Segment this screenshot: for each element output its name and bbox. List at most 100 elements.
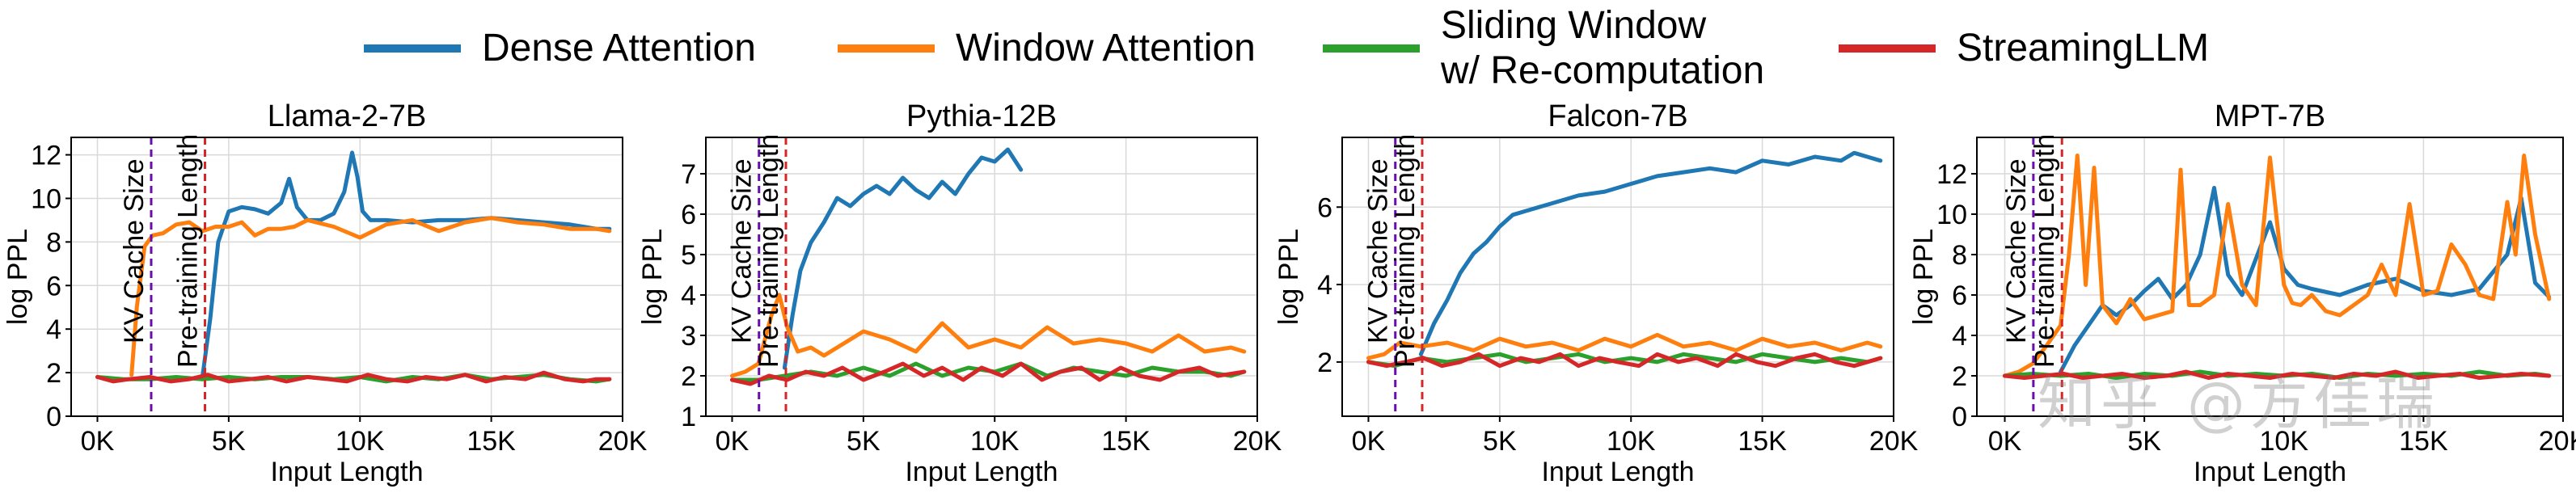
x-tick-label: 20K: [1869, 426, 1919, 457]
chart-title: Pythia-12B: [906, 99, 1057, 133]
x-tick-label: 10K: [2260, 426, 2309, 457]
y-tick-label: 2: [1317, 348, 1332, 378]
x-axis-label: Input Length: [1541, 457, 1694, 487]
vline-label: KV Cache Size: [119, 158, 150, 343]
legend-swatch: [364, 44, 461, 53]
y-tick-label: 2: [681, 361, 696, 392]
legend-item-sliding-window: Sliding Window w/ Re-computation: [1323, 0, 1764, 97]
vline-label: Pre-training Length: [2029, 134, 2060, 368]
vline-label: Pre-training Length: [1390, 134, 1421, 368]
x-tick-label: 0K: [81, 426, 115, 457]
x-tick-label: 15K: [2399, 426, 2448, 457]
y-tick-label: 6: [1317, 192, 1332, 223]
series-line-window-attention: [129, 216, 612, 377]
y-tick-label: 12: [1936, 159, 1967, 190]
chart-title: MPT-7B: [2215, 99, 2325, 133]
plot-frame: [70, 137, 623, 417]
x-tick-label: 10K: [336, 426, 385, 457]
x-tick-label: 15K: [467, 426, 516, 457]
x-tick-label: 15K: [1101, 426, 1151, 457]
legend-item-streamingllm: StreamingLLM: [1839, 0, 2209, 97]
y-tick-label: 0: [1952, 402, 1967, 432]
y-tick-label: 0: [46, 402, 61, 432]
legend-label: Window Attention: [956, 27, 1256, 70]
y-tick-label: 6: [46, 271, 61, 301]
y-tick-label: 4: [1317, 270, 1332, 301]
y-tick-label: 2: [46, 358, 61, 389]
legend-label: Sliding Window w/ Re-computation: [1441, 4, 1765, 92]
legend-swatch: [1323, 44, 1420, 53]
y-tick-label: 4: [46, 314, 61, 345]
x-tick-label: 0K: [716, 426, 750, 457]
y-axis-label: log PPL: [1908, 229, 1939, 325]
x-tick-label: 5K: [1483, 426, 1517, 457]
series-line-streamingllm: [2003, 369, 2552, 380]
series-line-streamingllm: [730, 361, 1247, 386]
series-line-window-attention: [730, 293, 1247, 378]
chart-title: Llama-2-7B: [268, 99, 426, 133]
legend-label: StreamingLLM: [1957, 27, 2210, 70]
y-tick-label: 2: [1952, 361, 1967, 392]
chart-title: Falcon-7B: [1548, 99, 1687, 133]
chart-panel-llama-2-7b: KV Cache Size Pre-training Length 0K 5K 10K 1…: [2, 99, 648, 487]
x-tick-label: 10K: [970, 426, 1020, 457]
series-line-streamingllm: [95, 370, 612, 384]
series-line-streamingllm: [1366, 352, 1883, 369]
plot-frame: [1976, 137, 2564, 417]
x-tick-label: 15K: [1738, 426, 1787, 457]
legend-swatch: [838, 44, 935, 53]
y-tick-label: 10: [1936, 200, 1967, 230]
y-tick-label: 6: [681, 200, 696, 230]
series-line-window-attention: [1366, 332, 1883, 360]
y-tick-label: 10: [31, 183, 61, 214]
y-tick-label: 4: [681, 280, 696, 311]
y-tick-label: 3: [681, 321, 696, 352]
y-axis-label: log PPL: [2, 229, 33, 325]
y-tick-label: 1: [681, 402, 696, 432]
y-tick-label: 7: [681, 159, 696, 190]
y-tick-label: 12: [31, 141, 61, 171]
series-line-dense-attention: [782, 147, 1024, 370]
y-tick-label: 8: [1952, 240, 1967, 271]
legend: Dense Attention Window Attention Sliding…: [0, 0, 2576, 97]
y-tick-label: 8: [46, 227, 61, 258]
plot-frame: [1341, 137, 1894, 417]
legend-label: Dense Attention: [482, 27, 756, 70]
x-axis-label: Input Length: [2194, 457, 2346, 487]
x-tick-label: 5K: [2127, 426, 2161, 457]
x-axis-label: Input Length: [905, 457, 1058, 487]
legend-swatch: [1839, 44, 1936, 53]
series-line-window-attention: [2003, 154, 2552, 378]
x-tick-label: 10K: [1607, 426, 1656, 457]
legend-item-dense-attention: Dense Attention: [364, 0, 756, 97]
x-tick-label: 5K: [212, 426, 246, 457]
series-line-dense-attention: [1418, 150, 1883, 356]
y-tick-label: 5: [681, 240, 696, 271]
vline-label: KV Cache Size: [2001, 158, 2032, 343]
x-tick-label: 5K: [847, 426, 880, 457]
plot-frame: [705, 137, 1258, 417]
series-line-dense-attention: [200, 150, 612, 379]
vline-label: KV Cache Size: [727, 158, 758, 343]
vline-label: KV Cache Size: [1363, 158, 1394, 343]
vline-label: Pre-training Length: [172, 134, 203, 368]
y-axis-label: log PPL: [637, 229, 668, 325]
watermark-text: 知乎 @方佳瑞: [2038, 369, 2439, 437]
x-axis-label: Input Length: [270, 457, 423, 487]
vline-label: Pre-training Length: [754, 134, 784, 368]
series-line-sliding-window-w-re-computation: [1366, 352, 1883, 369]
x-tick-label: 0K: [1352, 426, 1386, 457]
x-tick-label: 20K: [2539, 426, 2576, 457]
x-tick-label: 20K: [598, 426, 648, 457]
y-tick-label: 6: [1952, 280, 1967, 311]
x-tick-label: 0K: [1988, 426, 2022, 457]
y-axis-label: log PPL: [1273, 229, 1304, 325]
legend-item-window-attention: Window Attention: [838, 0, 1256, 97]
y-tick-label: 4: [1952, 321, 1967, 352]
x-tick-label: 20K: [1233, 426, 1282, 457]
series-line-dense-attention: [2059, 186, 2552, 374]
